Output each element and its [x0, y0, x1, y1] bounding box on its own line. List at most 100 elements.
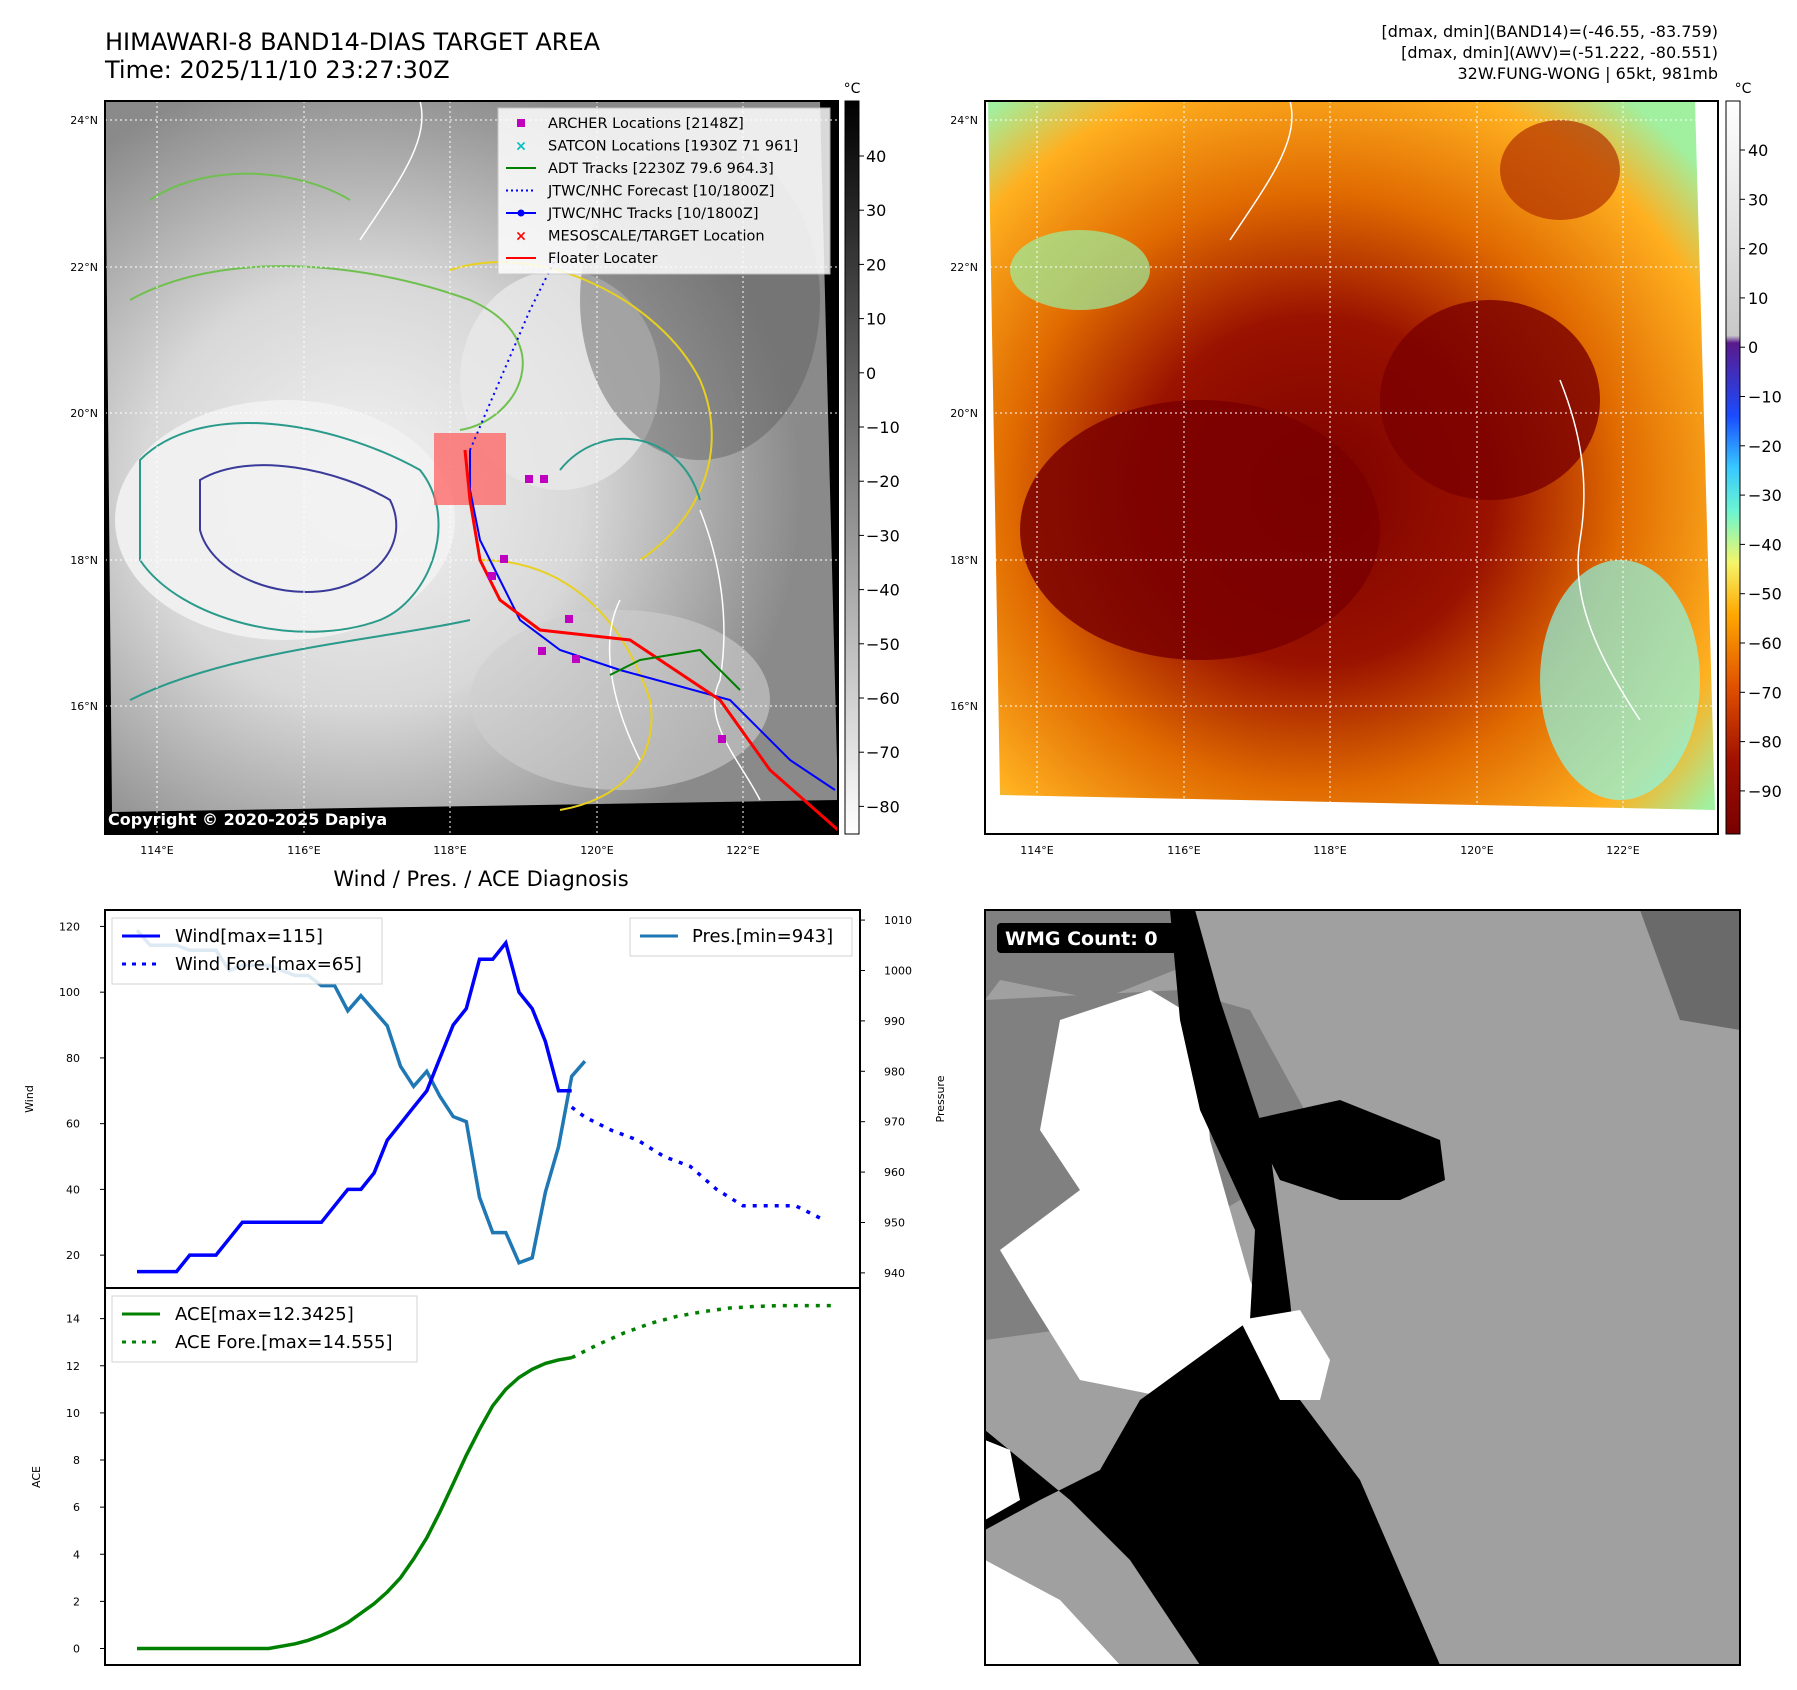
pressure-tick: 1010	[884, 914, 912, 927]
info-line-2: [dmax, dmin](AWV)=(-51.222, -80.551)	[1401, 43, 1718, 62]
legend-entry: JTWC/NHC Tracks [10/1800Z]	[506, 206, 759, 222]
legend-wind-forecast: Wind Fore.[max=65]	[175, 954, 362, 975]
gray-colorbar-tick: 40	[866, 147, 886, 166]
pressure-axis-label: Pressure	[934, 1075, 947, 1122]
floater-locater-line	[463, 449, 839, 832]
jtwc-forecast-line	[469, 249, 561, 451]
gray-colorbar-tick: 0	[866, 364, 876, 383]
color-colorbar-tick: 40	[1748, 141, 1768, 160]
gray-colorbar-tick: −20	[866, 472, 900, 491]
gray-colorbar-tick: −60	[866, 689, 900, 708]
color-colorbar-unit: °C	[1735, 81, 1752, 97]
adt-track-line	[609, 648, 741, 691]
lat-label: 18°N	[70, 554, 98, 567]
ace-tick: 0	[73, 1643, 80, 1656]
pressure-tick: 960	[884, 1166, 905, 1179]
ace-axis-label: ACE	[30, 1466, 43, 1488]
wind-series-line	[137, 939, 572, 1274]
lon-label: 114°E	[1020, 844, 1053, 857]
wind-tick: 120	[59, 920, 80, 933]
pressure-legend: Pres.[min=943]	[629, 917, 853, 957]
lat-label: 18°N	[950, 554, 978, 567]
lon-label: 122°E	[726, 844, 759, 857]
legend-entry: × MESOSCALE/TARGET Location	[515, 229, 764, 245]
pressure-tick: 950	[884, 1216, 905, 1229]
gray-colorbar-tick: −70	[866, 743, 900, 762]
ace-tick: 2	[73, 1595, 80, 1608]
legend-entry: JTWC/NHC Forecast [10/1800Z]	[506, 184, 774, 200]
color-colorbar-tick: −40	[1748, 535, 1782, 554]
legend-label: Floater Locater	[548, 251, 657, 267]
legend-entry: × SATCON Locations [1930Z 71 961]	[515, 139, 798, 155]
color-colorbar-tick: −30	[1748, 486, 1782, 505]
lon-label: 122°E	[1606, 844, 1639, 857]
gray-colorbar-tick: 20	[866, 255, 886, 274]
color-colorbar-tick: −50	[1748, 585, 1782, 604]
legend-entry: Floater Locater	[506, 251, 657, 267]
lon-label: 118°E	[1313, 844, 1346, 857]
lat-label: 20°N	[70, 407, 98, 420]
svg-text:×: ×	[515, 139, 527, 155]
color-colorbar-tick: 20	[1748, 240, 1768, 259]
legend-entry: ARCHER Locations [2148Z]	[517, 116, 744, 132]
lon-label: 118°E	[433, 844, 466, 857]
gray-colorbar-tick: −40	[866, 581, 900, 600]
svg-text:×: ×	[515, 229, 527, 245]
ace-series-line	[137, 1355, 572, 1651]
legend-label: MESOSCALE/TARGET Location	[548, 229, 765, 245]
wind-tick: 60	[66, 1118, 80, 1131]
wind-tick: 40	[66, 1183, 80, 1196]
lat-label: 16°N	[70, 700, 98, 713]
lon-label: 114°E	[140, 844, 173, 857]
lat-label: 20°N	[950, 407, 978, 420]
legend-label: ADT Tracks [2230Z 79.6 964.3]	[548, 161, 774, 177]
lat-label: 22°N	[70, 261, 98, 274]
wind-legend: Wind[max=115] Wind Fore.[max=65]	[111, 917, 383, 985]
legend-pressure: Pres.[min=943]	[692, 926, 833, 947]
color-colorbar-tick: −80	[1748, 733, 1782, 752]
legend-label: ARCHER Locations [2148Z]	[548, 116, 744, 132]
color-colorbar-tick: 30	[1748, 190, 1768, 209]
ace-tick: 4	[73, 1548, 80, 1561]
wind-tick: 100	[59, 986, 80, 999]
pressure-tick: 980	[884, 1065, 905, 1078]
pressure-tick: 990	[884, 1015, 905, 1028]
color-colorbar-tick: −60	[1748, 634, 1782, 653]
lon-label: 116°E	[1167, 844, 1200, 857]
jtwc-track-line	[469, 450, 836, 791]
ace-tick: 6	[73, 1501, 80, 1514]
gray-colorbar-tick: 10	[866, 310, 886, 329]
ace-tick: 12	[66, 1360, 80, 1373]
lat-label: 22°N	[950, 261, 978, 274]
diagnosis-title: Wind / Pres. / ACE Diagnosis	[333, 867, 628, 891]
pressure-tick: 1000	[884, 964, 912, 977]
color-colorbar-tick: −10	[1748, 388, 1782, 407]
lon-label: 116°E	[287, 844, 320, 857]
legend-entry: ADT Tracks [2230Z 79.6 964.3]	[506, 161, 774, 177]
color-colorbar-tick: −90	[1748, 782, 1782, 801]
wmg-count-label: WMG Count: 0	[1005, 928, 1158, 950]
info-line-1: [dmax, dmin](BAND14)=(-46.55, -83.759)	[1381, 22, 1718, 41]
color-colorbar-tick: 10	[1748, 289, 1768, 308]
legend-ace: ACE[max=12.3425]	[175, 1304, 354, 1325]
copyright-text: Copyright © 2020-2025 Dapiya	[108, 810, 387, 829]
ace-tick: 8	[73, 1454, 80, 1467]
pressure-tick: 970	[884, 1116, 905, 1129]
lon-label: 120°E	[580, 844, 613, 857]
title-line-1: HIMAWARI-8 BAND14-DIAS TARGET AREA	[105, 28, 601, 56]
gray-colorbar-tick: −10	[866, 418, 900, 437]
ace-tick: 14	[66, 1313, 80, 1326]
gray-colorbar-tick: −80	[866, 797, 900, 816]
lon-label: 120°E	[1460, 844, 1493, 857]
lat-label: 16°N	[950, 700, 978, 713]
lat-label: 24°N	[70, 114, 98, 127]
color-colorbar-tick: −70	[1748, 683, 1782, 702]
gray-colorbar-tick: −30	[866, 526, 900, 545]
wmg-panel: WMG Count: 0	[984, 909, 1741, 1666]
map-legend: ARCHER Locations [2148Z] × SATCON Location…	[497, 107, 831, 275]
info-line-3: 32W.FUNG-WONG | 65kt, 981mb	[1457, 64, 1718, 83]
gray-colorbar-tick: −50	[866, 635, 900, 654]
gray-colorbar-tick: 30	[866, 201, 886, 220]
